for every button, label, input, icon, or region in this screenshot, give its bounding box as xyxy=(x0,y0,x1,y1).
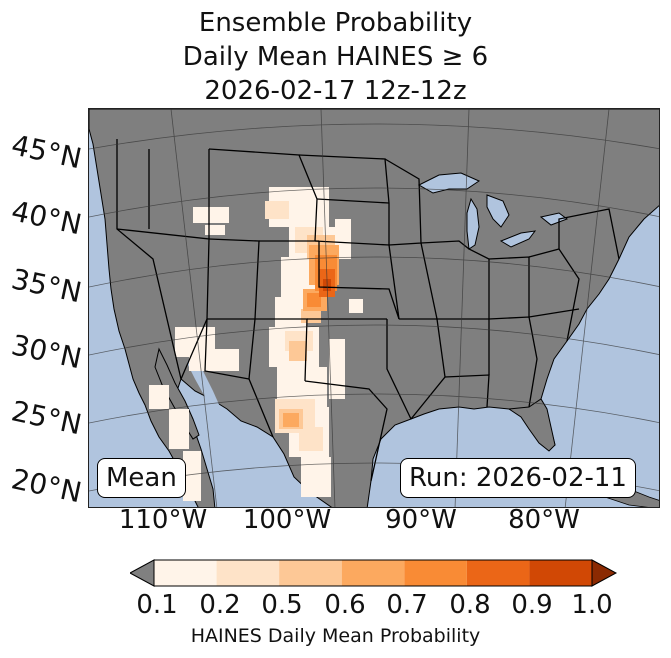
colorbar-tick-0: 0.1 xyxy=(136,590,178,620)
lake-huron xyxy=(486,194,510,228)
colorbar-under-arrow xyxy=(130,559,155,587)
colorbar-tick-2: 0.5 xyxy=(261,590,303,620)
colorbar-frame xyxy=(153,559,593,587)
lon-label-100w: 100°W xyxy=(242,505,332,535)
lat-label-25n: 25°N xyxy=(8,394,85,442)
lat-label-40n: 40°N xyxy=(8,194,85,242)
colorbar-bins xyxy=(154,560,592,586)
colorbar-bin-5 xyxy=(466,560,530,586)
florida xyxy=(507,398,556,452)
lon-label-110w: 110°W xyxy=(118,505,208,535)
colorbar-bin-1 xyxy=(216,560,280,586)
colorbar-tick-5: 0.8 xyxy=(449,590,491,620)
lake-erie xyxy=(499,230,537,248)
lat-label-30n: 30°N xyxy=(8,328,85,376)
stat-label-box: Mean xyxy=(97,458,186,498)
lake-superior xyxy=(417,172,481,194)
lake-michigan xyxy=(466,197,480,250)
title-line-2: Daily Mean HAINES ≥ 6 xyxy=(182,42,489,72)
map-panel xyxy=(88,108,660,508)
map-canvas xyxy=(89,109,659,507)
title-line-1: Ensemble Probability xyxy=(198,8,473,38)
lat-label-45n: 45°N xyxy=(8,128,85,176)
run-label-box: Run: 2026-02-11 xyxy=(400,458,636,498)
colorbar-bin-2 xyxy=(279,560,342,586)
colorbar-tick-6: 0.9 xyxy=(511,590,553,620)
colorbar-tick-3: 0.6 xyxy=(324,590,366,620)
lat-label-20n: 20°N xyxy=(8,462,85,510)
state-borders xyxy=(116,139,620,482)
colorbar-tick-4: 0.7 xyxy=(386,590,428,620)
colorbar-label: HAINES Daily Mean Probability xyxy=(190,625,481,647)
lon-label-90w: 90°W xyxy=(385,505,457,535)
colorbar-tick-1: 0.2 xyxy=(199,590,241,620)
land-mass xyxy=(89,109,659,507)
lake-ontario xyxy=(539,212,569,226)
lat-label-35n: 35°N xyxy=(8,262,85,310)
title-line-3: 2026-02-17 12z-12z xyxy=(204,76,467,106)
probability-field xyxy=(149,187,363,501)
colorbar xyxy=(130,559,618,587)
lon-label-80w: 80°W xyxy=(508,505,580,535)
colorbar-bin-6 xyxy=(529,560,592,586)
colorbar-bin-4 xyxy=(404,560,467,586)
colorbar-bin-0 xyxy=(154,560,217,586)
colorbar-bin-3 xyxy=(341,560,405,586)
colorbar-tick-7: 1.0 xyxy=(571,590,613,620)
colorbar-over-arrow xyxy=(591,559,618,587)
